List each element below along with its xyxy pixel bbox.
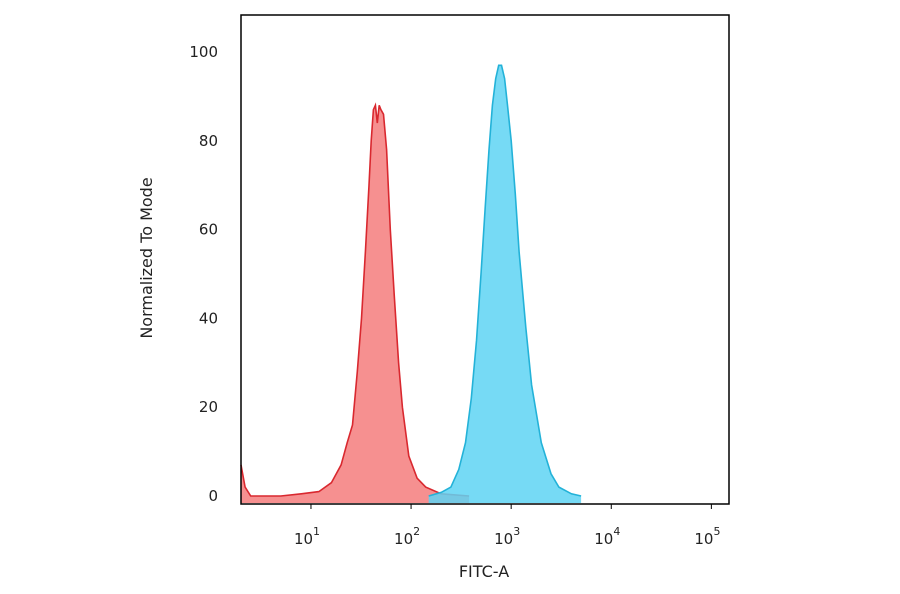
x-tick-label: 104	[594, 525, 620, 548]
x-axis-title: FITC-A	[459, 562, 509, 581]
series-1-area	[241, 105, 470, 504]
x-tick-label: 103	[494, 525, 520, 548]
series-2-area	[428, 65, 582, 504]
x-tick-label: 101	[294, 525, 320, 548]
y-axis: 0 20 40 60 80 100	[189, 43, 218, 505]
y-tick-label: 80	[199, 132, 218, 150]
series-layer	[240, 64, 582, 504]
x-tick-label: 102	[394, 525, 420, 548]
series-2-line	[428, 64, 582, 497]
y-axis-title: Normalized To Mode	[137, 177, 156, 338]
series-1-line	[240, 102, 470, 497]
y-tick-label: 60	[199, 221, 218, 239]
x-tick-label: 105	[694, 525, 720, 548]
plot-frame	[240, 14, 730, 505]
y-tick-label: 100	[189, 43, 218, 61]
y-tick-label: 0	[208, 487, 218, 505]
y-tick-label: 40	[199, 309, 218, 327]
x-axis: 101 102 103 104 105	[294, 504, 720, 548]
y-tick-label: 20	[199, 398, 218, 416]
